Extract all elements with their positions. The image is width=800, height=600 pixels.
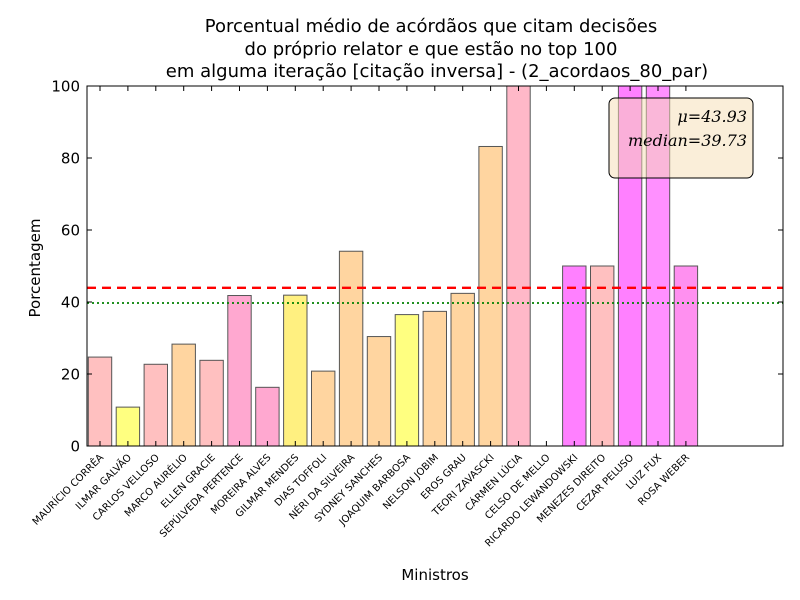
bar-7 [283,294,308,447]
y-tick-label: 40 [61,294,80,312]
y-axis: 0 20 40 60 80 100 [51,78,783,456]
bar-8 [311,370,336,447]
y-tick-label: 100 [51,78,80,96]
bar-21 [673,265,699,447]
bars [87,85,699,447]
median-label: median=39.73 [628,131,747,150]
plot-frame [86,85,784,447]
stats-box: μ=43.93 median=39.73 [608,97,754,179]
y-tick-label: 80 [61,150,80,168]
bar-18 [590,265,615,447]
reference-lines [87,286,783,304]
stats-box-background [608,97,754,179]
y-axis-label: Porcentagem [26,219,44,318]
bar-6 [255,386,280,447]
bar-12 [422,310,448,447]
bar-9 [338,250,364,447]
bar-10 [366,336,392,447]
y-tick-label: 20 [61,366,80,384]
bar-15 [506,85,531,447]
bar-11 [394,314,420,447]
y-tick-label: 0 [70,438,80,456]
x-tick-label: ROSA WEBER [636,452,692,508]
chart-title: Porcentual médio de acórdãos que citam d… [166,16,708,82]
bar-3 [171,343,196,447]
mean-label: μ=43.93 [677,107,747,126]
bar-4 [199,359,224,447]
bar-17 [562,265,587,447]
bar-13 [450,292,475,447]
chart-title-line-2: do próprio relator e que estão no top 10… [245,39,618,60]
x-axis-label: Ministros [401,566,468,584]
y-tick-label: 60 [61,222,80,240]
bar-5 [227,295,252,447]
chart-title-line-3: em alguma iteração [citação inversa] - (… [166,61,708,82]
bar-2 [143,363,169,447]
bar-14 [478,145,503,447]
bar-0 [87,356,113,447]
chart-title-line-1: Porcentual médio de acórdãos que citam d… [205,16,658,37]
bar-1 [115,406,141,447]
